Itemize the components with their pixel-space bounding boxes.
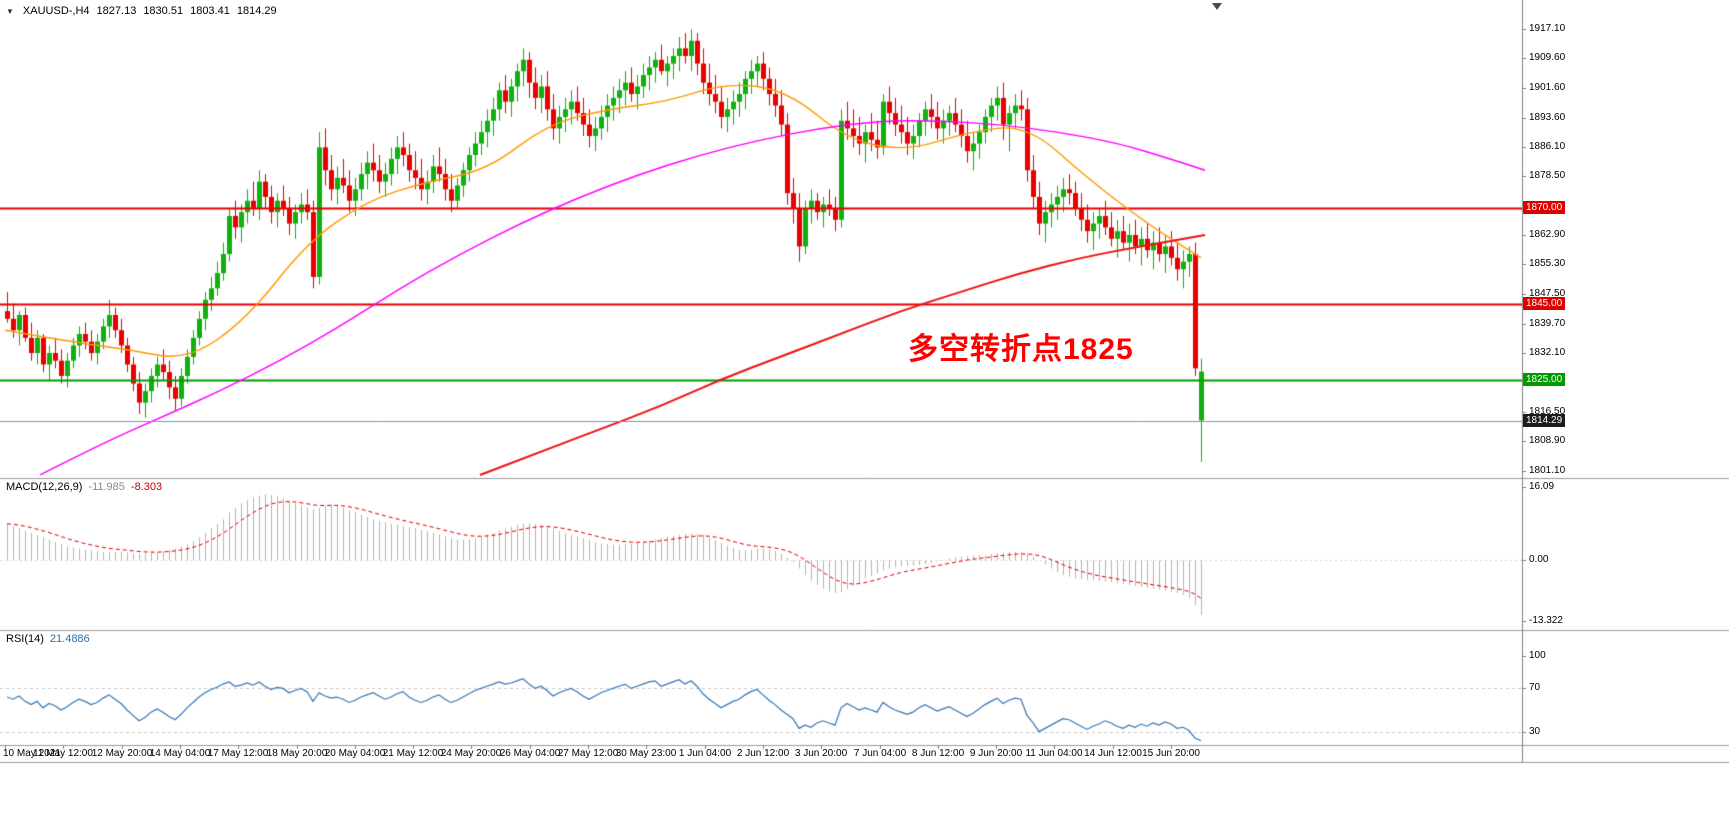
time-axis-label: 11 Jun 04:00 [1025, 748, 1083, 759]
price-tick-label: 1909.60 [1529, 52, 1566, 63]
rsi-name-label: RSI(14) [6, 633, 44, 645]
price-axis[interactable]: 1917.10 1909.60 1901.60 1893.60 1886.10 1878.… [1522, 0, 1729, 763]
price-tick-label: 1862.90 [1529, 229, 1566, 240]
chart-shift-marker[interactable] [1212, 3, 1222, 10]
time-axis-label: 12 May 20:00 [91, 748, 153, 759]
price-tick-label: 1839.70 [1529, 318, 1566, 329]
price-tick-label: 1801.10 [1529, 465, 1566, 476]
macd-tick-label: -13.322 [1529, 615, 1563, 626]
price-badge-1870.00: 1870.00 [1523, 201, 1566, 214]
time-axis-label: 14 Jun 12:00 [1084, 748, 1142, 759]
ohlc-low-value: 1803.41 [190, 5, 230, 17]
time-axis-label: 18 May 20:00 [266, 748, 328, 759]
rsi-tick-label: 100 [1529, 650, 1546, 661]
rsi-indicator-header: RSI(14) 21.4886 [6, 633, 90, 645]
ohlc-open-value: 1827.13 [96, 5, 137, 17]
macd-tick-label: 16.09 [1529, 481, 1555, 492]
time-axis-label: 1 Jun 04:00 [678, 748, 732, 759]
time-axis-label: 8 Jun 12:00 [911, 748, 965, 759]
price-tick-label: 1901.60 [1529, 82, 1566, 93]
time-axis-label: 7 Jun 04:00 [853, 748, 907, 759]
symbol-timeframe-label: XAUUSD-,H4 [22, 5, 90, 17]
macd-signal-value: -8.303 [130, 481, 163, 493]
chart-header: ▼ XAUUSD-,H4 1827.13 1830.51 1803.41 181… [6, 5, 277, 17]
macd-name-label: MACD(12,26,9) [6, 481, 83, 493]
time-axis-label: 30 May 23:00 [615, 748, 677, 759]
time-axis-label: 11 May 12:00 [33, 748, 93, 759]
ohlc-close-value: 1814.29 [236, 5, 277, 17]
price-tick-label: 1917.10 [1529, 23, 1566, 34]
time-axis-label: 14 May 04:00 [149, 748, 211, 759]
price-tick-label: 1816.50 [1529, 406, 1566, 417]
ohlc-high-value: 1830.51 [143, 5, 184, 17]
time-axis-label: 21 May 12:00 [382, 748, 444, 759]
time-axis[interactable]: 10 May 2021 11 May 12:00 12 May 20:00 14 Ma… [0, 745, 1729, 763]
annotation-text[interactable]: 多空转折点1825 [908, 333, 1134, 366]
time-axis-label: 26 May 04:00 [499, 748, 561, 759]
price-tick-label: 1878.50 [1529, 170, 1566, 181]
rsi-current-value: 21.4886 [49, 633, 90, 645]
time-axis-label: 24 May 20:00 [440, 748, 502, 759]
price-tick-label: 1808.90 [1529, 435, 1566, 446]
price-badge-1845.00: 1845.00 [1523, 297, 1566, 310]
price-tick-label: 1886.10 [1529, 141, 1566, 152]
time-axis-label: 10 May 2021 [3, 748, 61, 759]
time-axis-label: 3 Jun 20:00 [794, 748, 848, 759]
symbol-dropdown-icon[interactable]: ▼ [6, 6, 14, 16]
macd-main-value: -11.985 [88, 481, 125, 493]
price-tick-label: 1832.10 [1529, 347, 1566, 358]
time-axis-label: 17 May 12:00 [207, 748, 269, 759]
time-axis-label: 27 May 12:00 [557, 748, 619, 759]
rsi-tick-label: 30 [1529, 726, 1541, 737]
time-axis-label: 20 May 04:00 [324, 748, 386, 759]
macd-indicator-header: MACD(12,26,9) -11.985 -8.303 [6, 481, 162, 493]
rsi-tick-label: 70 [1529, 682, 1541, 693]
price-tick-label: 1855.30 [1529, 258, 1566, 269]
time-axis-label: 15 Jun 20:00 [1142, 748, 1200, 759]
price-tick-label: 1847.50 [1529, 288, 1566, 299]
time-axis-label: 2 Jun 12:00 [736, 748, 790, 759]
macd-tick-label: 0.00 [1529, 554, 1549, 565]
price-badge-1814.29: 1814.29 [1523, 414, 1566, 427]
price-tick-label: 1893.60 [1529, 112, 1566, 123]
price-badge-1825.00: 1825.00 [1523, 373, 1566, 386]
time-axis-label: 9 Jun 20:00 [969, 748, 1023, 759]
